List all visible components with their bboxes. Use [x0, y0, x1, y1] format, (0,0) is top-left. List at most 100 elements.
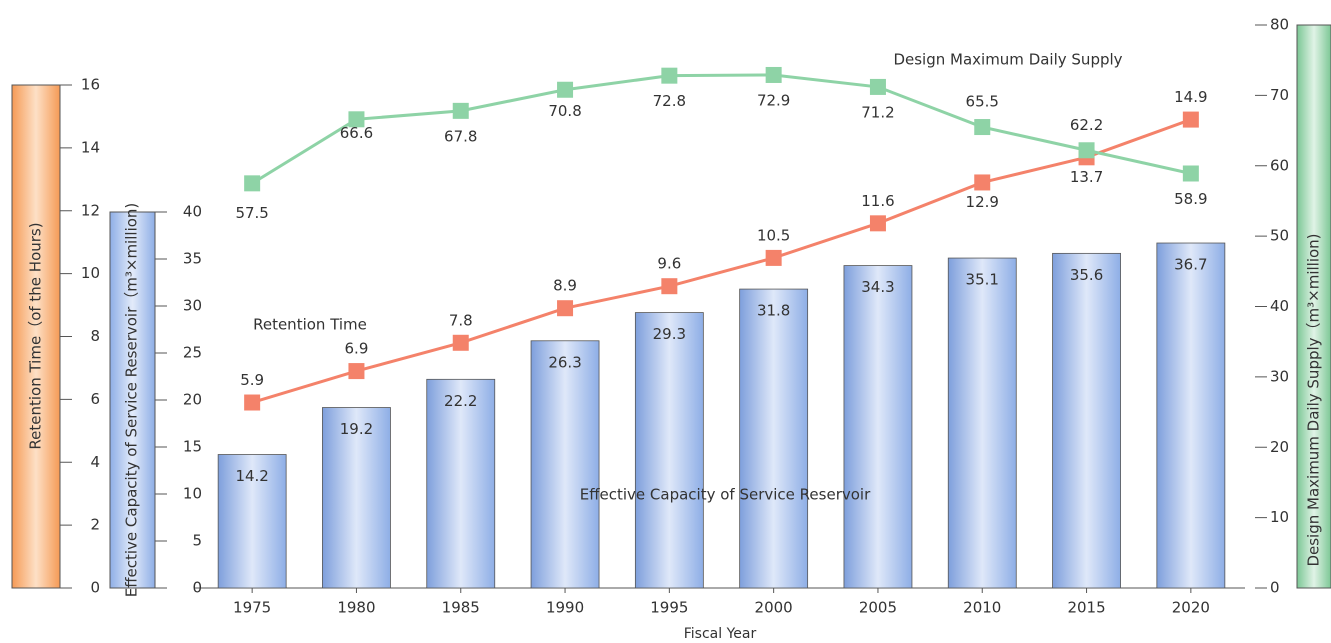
y3-tick-label: 0: [90, 579, 100, 597]
y3-tick-label: 12: [81, 201, 100, 219]
y2-axis-band: [1296, 24, 1331, 589]
line-value-label: 14.9: [1174, 88, 1207, 106]
marker: [1182, 111, 1199, 128]
marker: [974, 119, 991, 136]
bar: [217, 454, 287, 589]
y2-axis-label: Design Maximum Daily Supply（m³×million): [1305, 233, 1323, 566]
y-axis-label: Effective Capacity of Service Reservoir（…: [123, 203, 141, 598]
bar: [634, 312, 704, 589]
y2-tick-label: 60: [1270, 156, 1289, 174]
x-tick-label: 1985: [442, 599, 480, 617]
marker: [557, 300, 574, 317]
line-value-label: 7.8: [449, 311, 473, 329]
bar: [1052, 252, 1121, 589]
line-value-label: 71.2: [861, 103, 894, 121]
x-tick-label: 2015: [1067, 599, 1105, 617]
x-tick-label: 1975: [233, 599, 271, 617]
bar-value-label: 26.3: [548, 353, 581, 371]
bar: [947, 257, 1017, 589]
line-value-label: 8.9: [553, 277, 577, 295]
line-value-label: 67.8: [444, 127, 477, 145]
marker: [869, 78, 886, 95]
marker: [244, 175, 261, 192]
marker: [452, 334, 469, 351]
line-value-label: 9.6: [657, 255, 681, 273]
line: [251, 73, 1192, 185]
y3-tick-label: 14: [81, 138, 100, 156]
y3-tick-label: 8: [90, 327, 100, 345]
y-tick-label: 25: [183, 344, 202, 362]
line-value-label: 6.9: [345, 340, 369, 358]
y-tick-label: 10: [183, 485, 202, 503]
marker: [348, 111, 365, 128]
marker: [765, 66, 782, 83]
y2-tick-label: 40: [1270, 297, 1289, 315]
x-tick-label: 2020: [1172, 599, 1210, 617]
marker: [1182, 165, 1199, 182]
bar: [1156, 242, 1226, 589]
y2-tick-label: 50: [1270, 227, 1289, 245]
bar-value-label: 35.6: [1070, 266, 1103, 284]
bar-value-label: 29.3: [653, 325, 686, 343]
y2-tick-label: 30: [1270, 367, 1289, 385]
line-value-label: 12.9: [966, 193, 999, 211]
y3-tick-label: 4: [90, 453, 100, 471]
line-value-label: 11.6: [861, 192, 894, 210]
line-value-label: 58.9: [1174, 190, 1207, 208]
line-value-label: 5.9: [240, 371, 264, 389]
y3-tick-label: 10: [81, 264, 100, 282]
y-tick-label: 35: [183, 250, 202, 268]
bar: [843, 265, 913, 589]
x-tick-label: 1995: [650, 599, 688, 617]
x-tick-label: 1990: [546, 599, 584, 617]
marker: [452, 102, 469, 119]
bar-value-label: 19.2: [340, 420, 373, 438]
y2-tick-label: 70: [1270, 86, 1289, 104]
bar-value-label: 36.7: [1174, 256, 1207, 274]
bar-value-label: 22.2: [444, 392, 477, 410]
x-tick-label: 2000: [755, 599, 793, 617]
y-tick-label: 20: [183, 391, 202, 409]
bar: [739, 288, 809, 589]
marker: [244, 394, 261, 411]
line-value-label: 57.5: [235, 204, 268, 222]
bar-value-label: 31.8: [757, 302, 790, 320]
marker: [1078, 142, 1095, 159]
y3-tick-label: 6: [90, 390, 100, 408]
bar-value-label: 14.2: [235, 467, 268, 485]
marker: [661, 67, 678, 84]
line-value-label: 62.2: [1070, 116, 1103, 134]
bar-value-label: 34.3: [861, 278, 894, 296]
y-tick-label: 15: [183, 438, 202, 456]
marker: [869, 215, 886, 232]
marker: [348, 363, 365, 380]
y-tick-label: 40: [183, 203, 202, 221]
series-label: Design Maximum Daily Supply: [893, 51, 1122, 69]
series-label: Retention Time: [253, 316, 367, 334]
y3-axis-label: Retention Time（of the Hours): [27, 222, 45, 449]
y2-tick-label: 80: [1270, 16, 1289, 34]
marker: [661, 278, 678, 295]
y-tick-label: 0: [192, 579, 202, 597]
line-value-label: 66.6: [340, 124, 373, 142]
bar-value-label: 35.1: [966, 271, 999, 289]
bar: [426, 378, 496, 589]
y-tick-label: 30: [183, 297, 202, 315]
x-tick-label: 2010: [963, 599, 1001, 617]
bar: [530, 340, 600, 589]
x-axis-label: Fiscal Year: [684, 626, 757, 642]
line-value-label: 13.7: [1070, 168, 1103, 186]
line-value-label: 70.8: [548, 102, 581, 120]
line-value-label: 65.5: [966, 93, 999, 111]
y-tick-label: 5: [192, 532, 202, 550]
x-tick-label: 1980: [337, 599, 375, 617]
line-value-label: 72.9: [757, 91, 790, 109]
marker: [557, 81, 574, 98]
series-label: Effective Capacity of Service Reservoir: [580, 486, 871, 504]
y3-tick-label: 2: [90, 516, 100, 534]
y3-axis-band: [11, 84, 61, 589]
y2-tick-label: 20: [1270, 438, 1289, 456]
bar: [322, 407, 391, 589]
line-value-label: 10.5: [757, 226, 790, 244]
